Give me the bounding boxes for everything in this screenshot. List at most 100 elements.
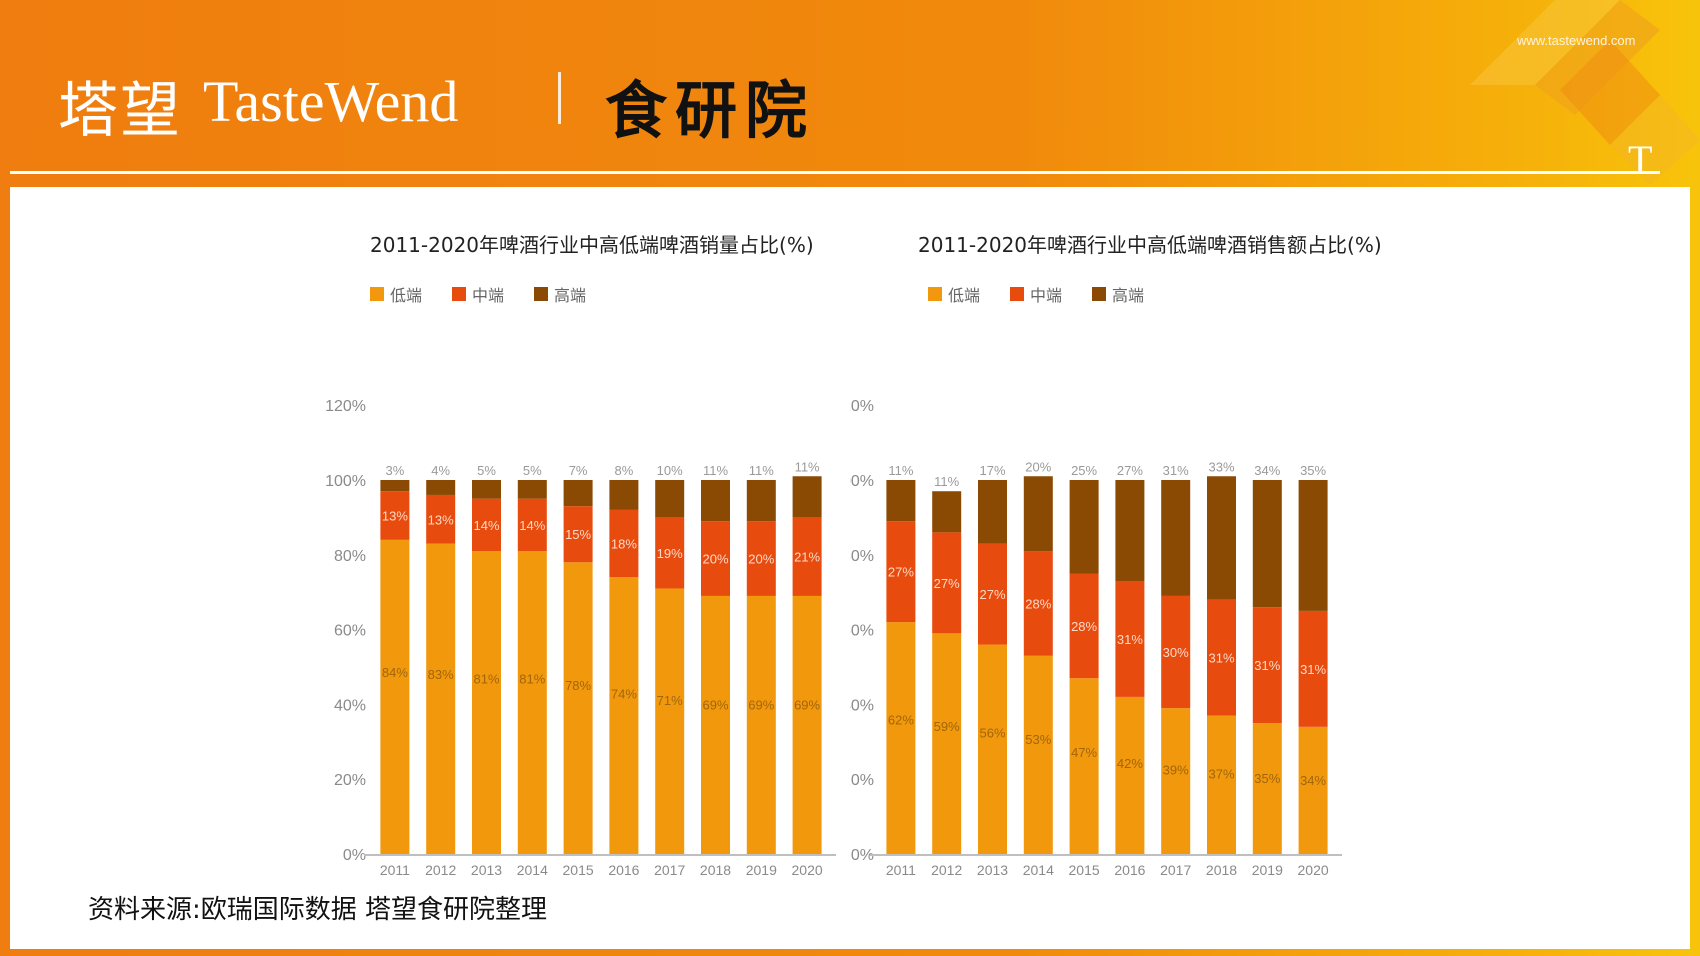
bar-low-2017 [655,588,685,854]
bar-low-2013 [472,551,501,854]
data-label-high: 11% [703,463,728,478]
x-tick-label: 2016 [608,862,639,878]
x-tick-label: 2017 [1160,862,1191,878]
data-label-low: 81% [519,671,545,686]
bar-high-2013 [472,480,501,499]
bar-mid-2015 [563,506,593,563]
data-label-mid: 18% [611,537,637,552]
data-label-low: 42% [1117,756,1143,771]
x-tick-label: 2018 [700,862,731,878]
legend-label-high: 高端 [1112,286,1145,305]
x-tick-label: 2017 [654,862,685,878]
data-label-low: 83% [428,667,454,682]
x-tick-label: 2012 [425,862,456,878]
data-label-mid: 31% [1254,658,1280,673]
bar-high-2015 [563,480,593,507]
bar-low-2011 [380,539,410,854]
x-tick-label: 2018 [1206,862,1237,878]
bar-high-2014 [517,480,547,499]
bar-mid-2012 [932,532,962,634]
bar-mid-2013 [978,543,1007,645]
website-url: www.tastewend.com [1517,33,1636,48]
x-tick-label: 2013 [471,862,502,878]
data-label-high: 31% [1163,463,1189,478]
bar-low-2014 [1023,655,1053,854]
content-panel: 2011-2020年啤酒行业中高低端啤酒销量占比(%) 低端 中端 高端 0% 2… [10,187,1690,949]
bar-high-2017 [655,480,685,518]
bar-low-2016 [609,577,639,854]
bar-mid-2011 [380,491,410,540]
x-tick-label: 2014 [1023,862,1054,878]
y-tick-label: 100% [850,473,874,490]
y-tick-label: 120% [850,398,874,415]
data-label-low: 74% [611,686,637,701]
data-label-low: 37% [1208,767,1234,782]
source-note: 资料来源:欧瑞国际数据 塔望食研院整理 [88,895,548,925]
y-tick-label: 120% [325,398,366,415]
chart-sales: 0% 20% 40% 60% 80% 100% 120% 62% 27% 11% 2011 59% 27… [850,398,1342,878]
legend-label-low: 低端 [390,286,423,305]
bar-low-2015 [563,562,593,854]
bar-mid-2012 [426,494,456,544]
legend-label-mid: 中端 [472,286,505,305]
bar-low-2015 [1069,678,1099,854]
bar-mid-2017 [1161,595,1191,709]
data-label-mid: 31% [1300,662,1326,677]
data-label-mid: 20% [702,552,728,567]
x-tick-label: 2019 [1252,862,1283,878]
bar-high-2018 [701,480,730,522]
data-label-mid: 13% [382,509,408,524]
bar-high-2011 [886,480,916,522]
chart-title-volume: 2011-2020年啤酒行业中高低端啤酒销量占比(%) [370,233,814,257]
x-tick-label: 2014 [517,862,548,878]
y-tick-label: 100% [325,473,366,490]
data-label-high: 11% [934,474,959,489]
legend-swatch-mid [452,287,467,301]
y-tick-label: 60% [850,623,874,640]
bar-low-2019 [1252,723,1282,854]
bar-high-2014 [1023,476,1053,552]
bar-low-2016 [1115,696,1145,854]
data-label-mid: 27% [979,587,1005,602]
bar-low-2019 [746,595,776,854]
bar-high-2013 [978,480,1007,544]
header-divider [10,171,1660,174]
legend-item-high: 高端 [534,282,586,306]
data-label-low: 78% [565,678,591,693]
bar-mid-2020 [1298,610,1328,727]
bar-low-2011 [886,622,916,854]
legend-swatch-high [534,287,549,301]
data-label-high: 11% [749,463,774,478]
bar-mid-2015 [1069,573,1099,679]
data-label-high: 5% [477,463,496,478]
legend-sales: 低端 中端 高端 [928,282,1144,306]
data-label-low: 34% [1300,773,1326,788]
legend-item-low: 低端 [370,282,422,306]
data-label-high: 17% [979,463,1005,478]
data-label-high: 34% [1254,463,1280,478]
y-tick-label: 40% [850,697,874,714]
bar-mid-2020 [792,517,822,596]
bar-high-2019 [746,480,776,522]
x-tick-label: 2020 [792,862,823,878]
legend-swatch-mid [1010,287,1025,301]
bar-low-2020 [1298,726,1328,854]
bar-mid-2018 [701,521,730,596]
y-tick-label: 80% [850,548,874,565]
x-tick-label: 2015 [1069,862,1100,878]
data-label-high: 7% [569,463,588,478]
data-label-mid: 28% [1025,596,1051,611]
bar-high-2012 [932,491,962,533]
bar-mid-2019 [746,521,776,596]
legend-label-low: 低端 [948,286,981,305]
y-tick-label: 0% [851,847,874,864]
data-label-high: 8% [615,463,634,478]
data-label-high: 5% [523,463,542,478]
data-label-low: 39% [1163,762,1189,777]
x-tick-label: 2016 [1114,862,1145,878]
chart-title-sales: 2011-2020年啤酒行业中高低端啤酒销售额占比(%) [918,233,1382,257]
data-label-mid: 15% [565,527,591,542]
data-label-high: 10% [657,463,683,478]
data-label-mid: 14% [519,518,545,533]
